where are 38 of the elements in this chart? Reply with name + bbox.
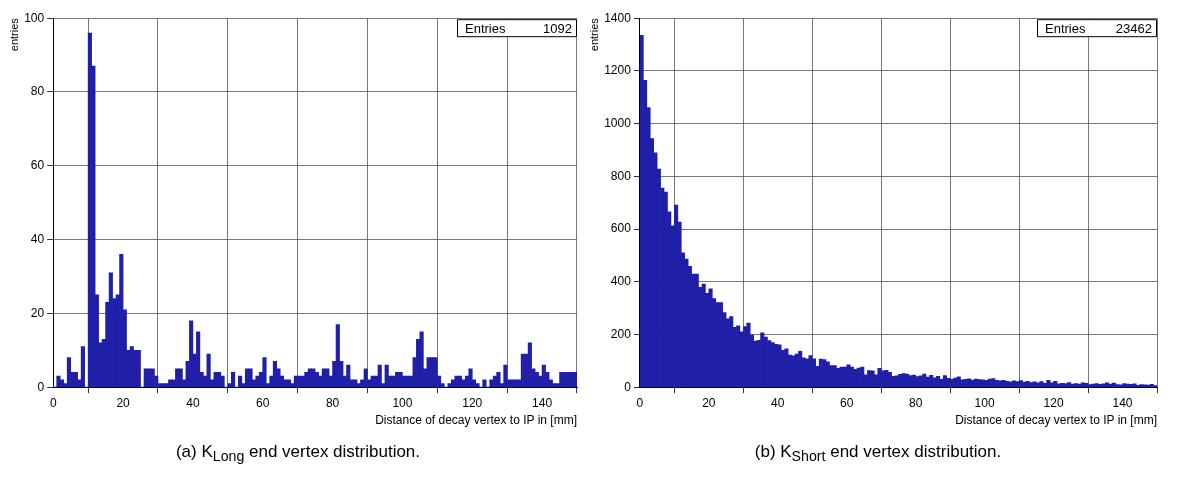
x-tick-label: 0 bbox=[49, 395, 57, 410]
y-tick-label: 1200 bbox=[604, 63, 632, 78]
x-tick-label: 60 bbox=[256, 395, 270, 410]
x-tick-label: 120 bbox=[462, 395, 483, 410]
text: Entries 23462 bbox=[1045, 20, 1152, 36]
text: Entries 1092 bbox=[465, 20, 572, 36]
x-tick-label: 140 bbox=[532, 395, 553, 410]
x-tick-label: 40 bbox=[186, 395, 200, 410]
y-tick-label: 200 bbox=[610, 326, 632, 341]
x-tick-label: 60 bbox=[840, 395, 854, 410]
x-tick-label: 80 bbox=[909, 395, 923, 410]
x-tick-label: 80 bbox=[325, 395, 340, 410]
y-tick-label: 800 bbox=[610, 168, 632, 183]
x-tick-label: 20 bbox=[702, 395, 716, 410]
x-tick-label: 140 bbox=[1112, 395, 1133, 410]
x-tick-label: 40 bbox=[771, 395, 785, 410]
y-tick-label: 1000 bbox=[604, 115, 632, 130]
x-tick-label: 100 bbox=[974, 395, 995, 410]
x-axis-title: Distance of decay vertex to IP in [mm] bbox=[955, 413, 1157, 428]
y-tick-label: 80 bbox=[30, 84, 45, 99]
y-axis-title: entries bbox=[587, 17, 600, 52]
text: (b) K$_{Short}$ end vertex distribution. bbox=[753, 442, 1003, 465]
y-tick-label: 1400 bbox=[604, 10, 632, 25]
y-tick-label: 400 bbox=[610, 274, 632, 289]
y-tick-label: 100 bbox=[24, 10, 45, 25]
y-tick-label: 40 bbox=[30, 231, 45, 246]
x-axis-title: Distance of decay vertex to IP in [mm] bbox=[375, 413, 577, 428]
x-tick-label: 20 bbox=[116, 395, 131, 410]
y-axis-title: entries bbox=[7, 17, 20, 52]
x-tick-label: 0 bbox=[636, 395, 644, 410]
text: (a) K$_{Long}$ end vertex distribution. bbox=[174, 442, 422, 465]
y-tick-label: 0 bbox=[37, 379, 45, 394]
y-tick-label: 0 bbox=[624, 379, 632, 394]
x-tick-label: 100 bbox=[392, 395, 413, 410]
x-tick-label: 120 bbox=[1043, 395, 1064, 410]
y-tick-label: 60 bbox=[30, 158, 45, 173]
y-tick-label: 20 bbox=[30, 305, 45, 320]
y-tick-label: 600 bbox=[610, 221, 632, 236]
